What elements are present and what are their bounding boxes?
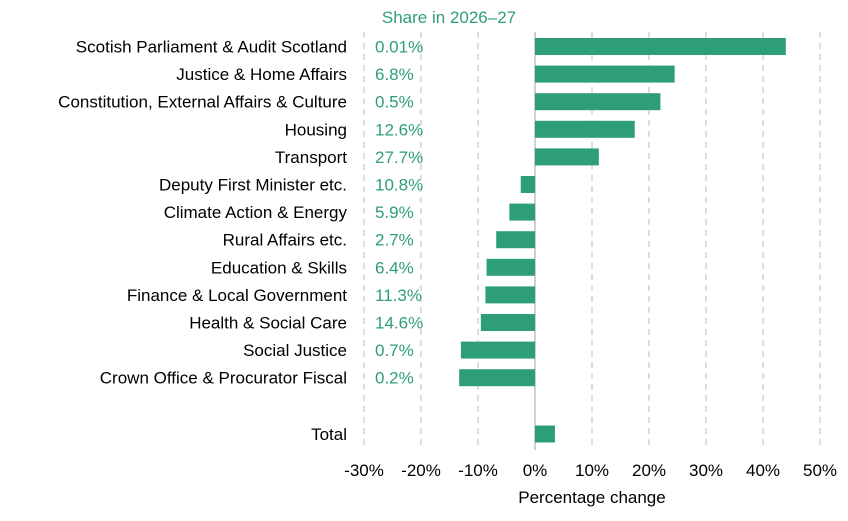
bar [535,65,675,83]
bar [509,203,535,221]
bar-layer [459,38,786,443]
bar [496,231,535,249]
bar [485,286,535,304]
category-label: Scotish Parliament & Audit Scotland [76,38,347,57]
share-label: 14.6% [375,314,423,333]
bar [459,369,535,387]
bar [535,38,786,55]
category-label: Crown Office & Procurator Fiscal [100,369,347,388]
bar [486,258,535,276]
label-layer: Scotish Parliament & Audit Scotland 0.01%… [58,38,423,445]
category-label: Justice & Home Affairs [176,65,347,84]
bar [535,148,599,166]
x-tick-label: -10% [458,461,498,480]
share-label: 0.7% [375,341,414,360]
share-label: 2.7% [375,231,414,250]
share-label: 0.01% [375,38,423,57]
category-label: Rural Affairs etc. [223,231,347,250]
share-label: 0.5% [375,93,414,112]
share-label: 5.9% [375,203,414,222]
bar [535,93,661,111]
grid-layer: -30% -20% -10% 0% 10% 20% 30% 40% 50% [344,32,837,480]
bar [480,314,535,331]
category-label: Health & Social Care [189,314,347,333]
share-label: 11.3% [375,286,422,305]
category-label: Social Justice [243,341,347,360]
x-tick-label: 50% [803,461,837,480]
category-label: Education & Skills [211,258,347,277]
category-label: Constitution, External Affairs & Culture [58,93,347,112]
bar [460,341,535,359]
bar [535,120,635,138]
x-tick-label: -20% [401,461,441,480]
bar [535,425,555,443]
x-tick-label: 20% [632,461,666,480]
share-label: 0.2% [375,369,414,388]
category-label: Finance & Local Government [127,286,347,305]
x-tick-label: 10% [575,461,609,480]
x-tick-label: -30% [344,461,384,480]
share-label: 10.8% [375,176,423,195]
x-tick-label: 30% [689,461,723,480]
category-label: Total [311,425,347,444]
share-label: 27.7% [375,148,423,167]
category-label: Climate Action & Energy [164,203,348,222]
category-label: Deputy First Minister etc. [159,176,347,195]
x-axis-title: Percentage change [518,488,665,507]
category-label: Housing [285,120,347,139]
share-label: 6.4% [375,258,414,277]
share-label: 6.8% [375,65,414,84]
x-tick-label: 0% [523,461,548,480]
share-header: Share in 2026–27 [382,8,516,27]
bar [520,176,535,193]
x-tick-label: 40% [746,461,780,480]
category-label: Transport [275,148,347,167]
share-label: 12.6% [375,120,423,139]
